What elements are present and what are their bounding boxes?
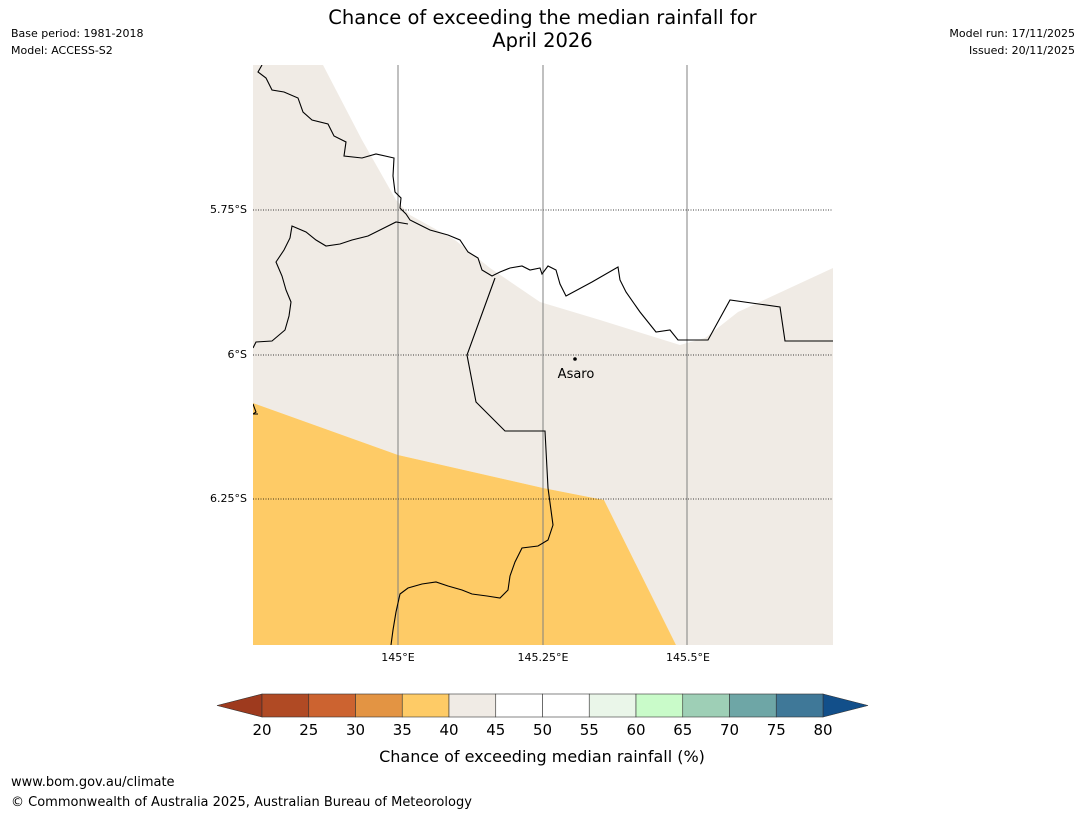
colorbar-bin-20-25 [261,693,310,718]
colorbar-bin-55-60 [588,693,637,718]
map-frame [253,65,833,645]
colorbar-tick-label: 65 [673,721,692,739]
issued-text: Issued: 20/11/2025 [968,44,1075,57]
model-run-text: Model run: 17/11/2025 [949,27,1075,40]
title-line-1: Chance of exceeding the median rainfall … [328,6,757,29]
place-marker-dot [573,357,577,361]
longitude-label: 145.25°E [518,651,569,664]
colorbar-tick-label: 20 [252,721,271,739]
colorbar-bin-60-65 [635,693,684,718]
colorbar-bin-30-35 [355,693,403,718]
colorbar-tick-label: 70 [720,721,739,739]
province-boundary-central [390,277,554,645]
title-line-2: April 2026 [492,29,593,52]
colorbar-bin-35-40 [401,693,450,718]
latitude-label: 6.25°S [210,492,247,505]
colorbar-bin-50-55 [542,693,590,718]
colorbar-tick-label: 35 [393,721,412,739]
colorbar-tick-label: 40 [439,721,458,739]
colorbar-under-arrow [216,693,263,718]
colorbar-bin-75-80 [775,693,824,718]
colorbar-bin-70-75 [729,693,777,718]
rainfall-map: Asaro 5.75°S 6°S 6.25°S 145°E 145.25°E 1… [210,65,833,664]
base-period-text: Base period: 1981-2018 [11,27,144,40]
colorbar-tick-label: 45 [486,721,505,739]
colorbar-bin-45-50 [495,693,543,718]
place-label-asaro: Asaro [558,367,595,382]
province-boundary-west [253,221,409,349]
colorbar-label: Chance of exceeding median rainfall (%) [379,747,705,766]
latitude-label: 6°S [228,348,247,361]
colorbar-tick-label: 60 [626,721,645,739]
colorbar-tick-label: 80 [813,721,832,739]
colorbar-tick-label: 25 [299,721,318,739]
province-boundary-north [257,65,833,342]
longitude-label: 145°E [381,651,414,664]
colorbar-tick-label: 30 [346,721,365,739]
colorbar-tick-label: 50 [533,721,552,739]
province-boundary-west-edge [253,403,258,415]
colorbar-bin-40-45 [448,693,497,718]
header-metadata-left: Base period: 1981-2018 Model: ACCESS-S2 [11,25,143,59]
colorbar-tick-label: 75 [767,721,786,739]
colorbar-tick-label: 55 [580,721,599,739]
page-title: Chance of exceeding the median rainfall … [0,6,1085,52]
footer-copyright: © Commonwealth of Australia 2025, Austra… [11,795,472,810]
footer-url: www.bom.gov.au/climate [11,775,175,790]
header-metadata-right: Model run: 17/11/2025 Issued: 20/11/2025 [949,25,1075,59]
latitude-label: 5.75°S [210,203,247,216]
colorbar-over-arrow [822,693,869,718]
colorbar-bin-65-70 [682,693,730,718]
model-text: Model: ACCESS-S2 [11,44,113,57]
colorbar-bin-25-30 [308,693,356,718]
region-35-40-percent [253,403,676,645]
longitude-label: 145.5°E [666,651,710,664]
